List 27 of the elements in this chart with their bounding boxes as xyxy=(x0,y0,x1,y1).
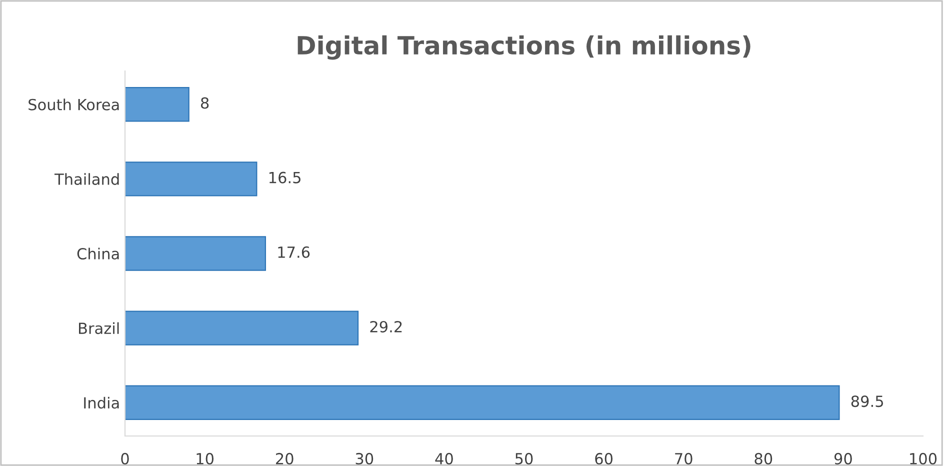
x-tick-label: 70 xyxy=(675,452,692,464)
y-tick-label: Thailand xyxy=(54,173,119,185)
data-label: 17.6 xyxy=(278,246,310,258)
x-tick-label: 10 xyxy=(196,452,214,464)
x-tick-label: 60 xyxy=(595,452,613,464)
x-tick-label: 50 xyxy=(515,452,533,464)
x-tick-label: 100 xyxy=(910,452,937,464)
bar xyxy=(125,236,266,271)
y-tick-label: China xyxy=(77,248,119,260)
x-tick-label: 90 xyxy=(834,452,852,464)
data-label: 29.2 xyxy=(370,320,402,332)
x-tick-label: 0 xyxy=(121,452,129,464)
x-tick-label: 30 xyxy=(356,452,374,464)
bar xyxy=(125,87,190,122)
data-label: 16.5 xyxy=(269,172,300,184)
data-label: 8 xyxy=(200,97,209,109)
y-tick-label: South Korea xyxy=(28,98,119,110)
x-tick-label: 40 xyxy=(435,452,453,464)
bar xyxy=(125,162,258,196)
y-tick-label: India xyxy=(84,396,119,409)
x-tick-label: 20 xyxy=(276,452,294,464)
y-tick-label: Brazil xyxy=(79,322,119,334)
x-tick-label: 80 xyxy=(754,452,772,464)
bar xyxy=(125,385,840,420)
chart-title: Digital Transactions (in millions) xyxy=(298,35,750,60)
bar xyxy=(125,310,359,346)
data-label: 89.5 xyxy=(851,396,884,408)
